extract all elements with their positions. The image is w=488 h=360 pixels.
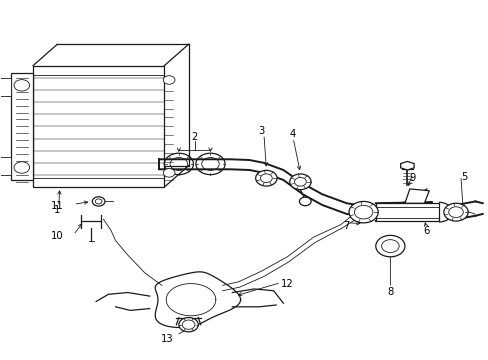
Circle shape — [348, 202, 377, 223]
Text: 5: 5 — [460, 172, 467, 183]
Polygon shape — [0, 157, 11, 175]
Circle shape — [255, 170, 277, 186]
Circle shape — [443, 203, 467, 221]
Text: 3: 3 — [258, 126, 264, 136]
Text: 7: 7 — [343, 221, 349, 231]
Circle shape — [375, 235, 404, 257]
Text: 12: 12 — [281, 279, 293, 289]
Text: 1: 1 — [54, 205, 61, 215]
Circle shape — [163, 76, 175, 84]
Text: 4: 4 — [289, 129, 296, 139]
Text: 8: 8 — [386, 287, 393, 297]
Circle shape — [14, 80, 30, 91]
Text: 6: 6 — [423, 226, 429, 237]
Circle shape — [179, 318, 198, 332]
Polygon shape — [400, 161, 413, 170]
Text: 13: 13 — [160, 334, 173, 344]
Circle shape — [299, 197, 310, 206]
Circle shape — [289, 174, 310, 190]
Polygon shape — [404, 189, 428, 203]
Polygon shape — [11, 73, 32, 180]
Text: 10: 10 — [51, 231, 63, 242]
Circle shape — [163, 168, 175, 177]
Text: 11: 11 — [51, 201, 63, 211]
Polygon shape — [33, 66, 164, 187]
Circle shape — [14, 162, 30, 173]
Polygon shape — [375, 203, 438, 221]
Text: 2: 2 — [191, 132, 197, 142]
Circle shape — [92, 197, 105, 206]
Text: 9: 9 — [408, 173, 415, 183]
Polygon shape — [0, 78, 11, 96]
